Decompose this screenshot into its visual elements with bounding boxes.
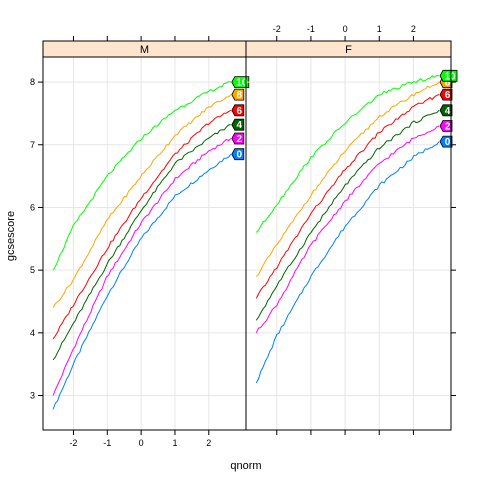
series-line-0 [255,141,440,384]
end-label-marker [231,148,245,161]
series-line-6 [255,94,440,299]
x-tick-label-bottom: 1 [172,438,177,448]
series-line-4 [52,124,231,361]
y-tick-label: 5 [30,265,35,275]
x-tick-label-bottom: 2 [206,438,211,448]
end-label-marker [231,104,245,117]
x-tick-label-top: 0 [343,24,348,34]
end-label-text: 4 [236,120,242,131]
x-tick-label-bottom: -1 [103,438,111,448]
end-label-text: 2 [236,134,242,145]
end-label-text: 10 [236,78,248,89]
series-line-2 [255,125,440,334]
y-tick-label: 4 [30,328,35,338]
y-tick-label: 8 [30,77,35,87]
end-label-text: 2 [445,121,451,132]
series-line-2 [52,138,232,396]
end-label-marker [231,118,245,131]
x-tick-label-bottom: 0 [139,438,144,448]
end-label-text: 0 [236,150,242,161]
panel-m: M 0 2 4 6 810 [42,40,250,431]
end-label-text: 8 [445,78,451,89]
end-label-text: 0 [445,137,451,148]
x-tick-label-top: -2 [273,24,281,34]
end-label-marker [439,135,453,148]
x-tick-label-top: 1 [377,24,382,34]
series-line-6 [52,109,232,340]
end-label-text: 4 [445,106,451,117]
end-label-marker [439,69,458,82]
x-axis-title: qnorm [230,460,261,472]
y-tick-label: 6 [30,202,35,212]
series-line-8 [255,81,440,277]
y-tick-label: 3 [30,391,35,401]
series-line-10 [52,80,231,271]
panel-border [245,56,452,431]
end-label-text: 6 [236,106,242,117]
x-tick-label-top: 2 [411,24,416,34]
end-label-text: 6 [445,90,451,101]
y-tick-label: 7 [30,140,35,150]
series-line-8 [52,94,232,309]
end-label-marker [439,120,453,132]
end-label-text: 10 [444,71,456,82]
x-tick-label-bottom: -2 [69,438,77,448]
end-label-marker [439,104,453,117]
y-axis-title: gcsescore [5,211,17,261]
end-label-text: 8 [236,90,242,101]
series-line-0 [52,153,232,410]
x-tick-label-top: -1 [307,24,315,34]
series-line-4 [255,109,440,321]
end-label-marker [439,88,453,101]
strip-label: M [140,44,149,56]
strip-label: F [345,44,352,56]
end-label-marker [231,88,245,101]
series-line-10 [255,74,440,233]
end-label-marker [231,132,245,145]
